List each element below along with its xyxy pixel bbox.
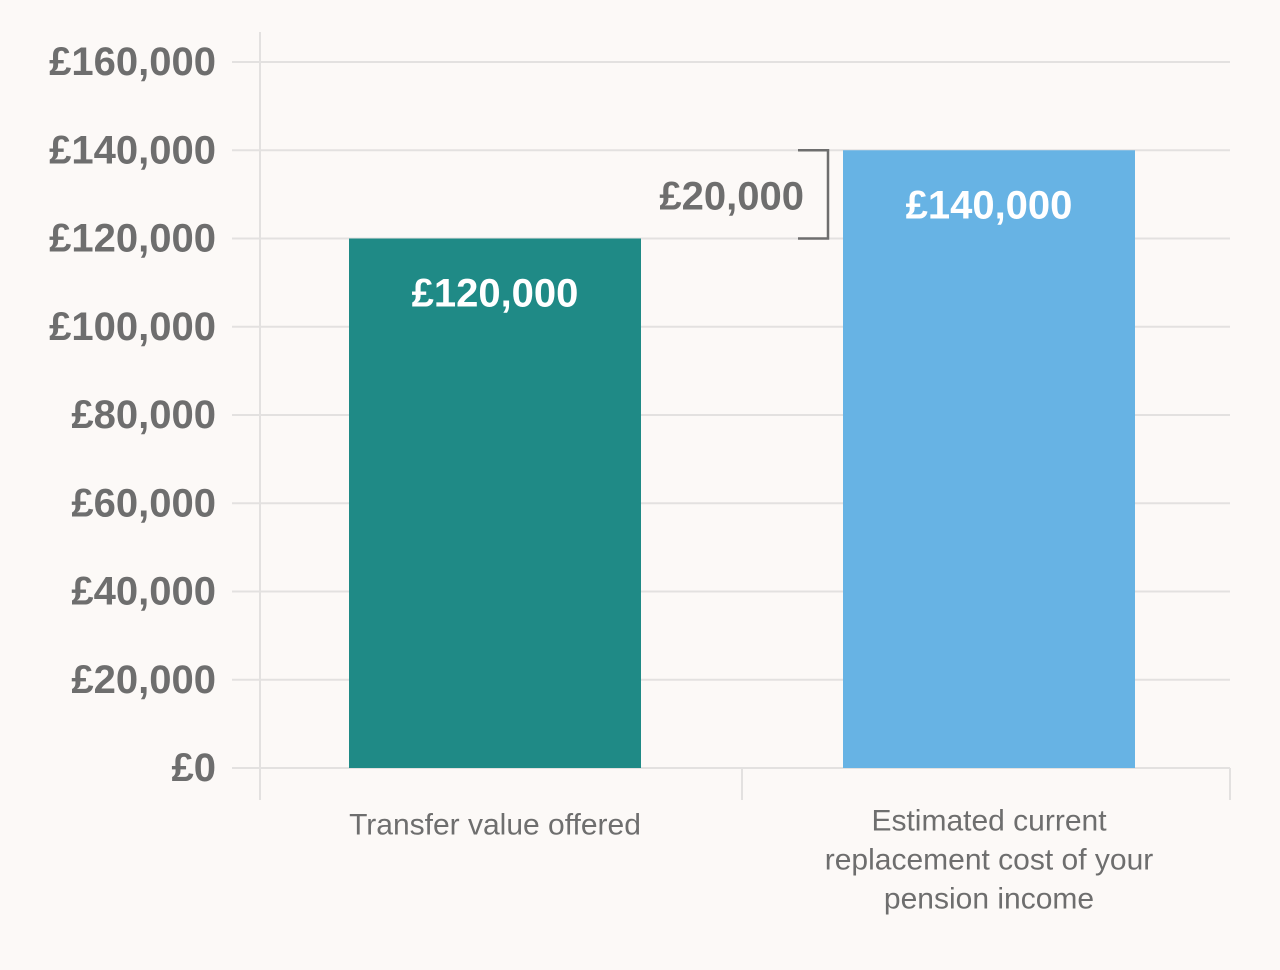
y-tick-label: £0 bbox=[172, 746, 217, 790]
x-axis-category-labels: Transfer value offered Estimated current r… bbox=[349, 805, 1153, 916]
bar bbox=[843, 150, 1135, 768]
y-tick-label: £140,000 bbox=[49, 128, 216, 172]
y-tick-label: £60,000 bbox=[71, 481, 216, 525]
y-tick-label: £100,000 bbox=[49, 305, 216, 349]
y-tick-label: £20,000 bbox=[71, 658, 216, 702]
bar-value-label: £140,000 bbox=[906, 183, 1073, 227]
bar-value-label: £120,000 bbox=[412, 272, 579, 316]
y-tick-label: £40,000 bbox=[71, 570, 216, 614]
y-tick-label: £120,000 bbox=[49, 217, 216, 261]
difference-bracket bbox=[798, 149, 830, 240]
y-axis-tick-labels: £0 £20,000 £40,000 £60,000 £80,000 £100,000 £1… bbox=[49, 40, 216, 790]
category-label-line: Estimated current bbox=[871, 805, 1107, 838]
y-tick-label: £80,000 bbox=[71, 393, 216, 437]
y-tick-label: £160,000 bbox=[49, 40, 216, 84]
category-label-line: Transfer value offered bbox=[349, 809, 641, 842]
difference-label: £20,000 bbox=[659, 174, 804, 218]
bars bbox=[349, 150, 1135, 768]
category-label-line: replacement cost of your bbox=[825, 844, 1154, 877]
difference-annotation: £20,000 bbox=[659, 149, 830, 240]
category-label-line: pension income bbox=[884, 883, 1094, 916]
axes bbox=[259, 32, 1231, 800]
bar bbox=[349, 238, 641, 768]
category-label: Estimated current replacement cost of you… bbox=[825, 805, 1154, 916]
category-label: Transfer value offered bbox=[349, 809, 641, 842]
data-labels: £120,000 £140,000 bbox=[412, 183, 1073, 315]
